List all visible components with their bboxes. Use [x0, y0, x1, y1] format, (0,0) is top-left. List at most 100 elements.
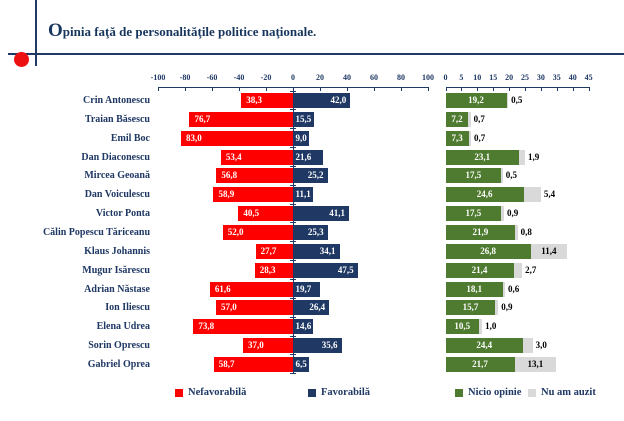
value-label-nefavorabila: 53,4	[225, 151, 242, 162]
category-axis-tick	[290, 297, 296, 299]
bar-nu-am-auzit	[501, 168, 503, 184]
bar-favorabila: 25,3	[293, 224, 328, 240]
left-x-axis-tick-label: 60	[370, 73, 378, 82]
value-label-nefavorabila: 57,0	[221, 302, 237, 313]
value-label-nicio-opinie: 24,6	[476, 189, 493, 200]
value-label-nu-am-auzit: 0,5	[511, 95, 523, 105]
bar-nefavorabila: 61,6	[209, 281, 293, 297]
left-x-axis-tick	[347, 87, 348, 91]
bar-favorabila: 15,5	[293, 111, 315, 127]
bar-favorabila: 6,5	[293, 356, 309, 372]
zero-axis-line	[292, 87, 294, 374]
category-axis-tick	[290, 165, 296, 167]
value-label-favorabila: 35,6	[321, 340, 338, 351]
value-label-favorabila: 26,4	[309, 302, 326, 313]
value-label-nefavorabila: 52,0	[227, 226, 244, 237]
value-label-nefavorabila: 40,5	[243, 208, 260, 219]
page-title-text: pinia faţă de personalităţile politice n…	[62, 24, 317, 39]
value-label-favorabila: 41,1	[329, 208, 345, 219]
right-x-axis-tick-label: 0	[443, 73, 448, 82]
value-label-favorabila: 25,3	[307, 226, 324, 237]
value-label-nefavorabila: 83,0	[185, 132, 202, 143]
value-label-favorabila: 11,1	[293, 187, 313, 203]
value-label-nicio-opinie: 21,7	[472, 358, 488, 369]
value-label-nicio-opinie: 10,5	[454, 321, 471, 332]
bar-favorabila: 19,7	[293, 281, 321, 297]
bar-nu-am-auzit	[514, 356, 557, 372]
category-label: Crin Antonescu	[83, 95, 150, 106]
bar-favorabila: 35,6	[293, 338, 342, 354]
bar-nu-am-auzit	[506, 93, 509, 108]
bar-nicio-opinie: 21,7	[445, 356, 515, 372]
category-axis-tick	[290, 203, 296, 205]
right-x-axis-tick-label: 35	[552, 73, 561, 82]
right-x-axis-tick-label: 20	[505, 73, 514, 82]
legend-item-nicio-opinie: Nicio opinie	[455, 387, 521, 398]
category-label: Traian Băsescu	[84, 113, 150, 125]
value-label-nicio-opinie: 26,8	[480, 245, 496, 256]
value-label-favorabila: 42,0	[330, 95, 347, 105]
category-axis-tick	[290, 128, 296, 130]
left-x-axis-tick	[320, 87, 321, 91]
legend-swatch-favorabila	[308, 388, 316, 397]
left-x-axis-tick	[428, 87, 429, 91]
left-x-axis-tick	[158, 87, 159, 91]
bar-nicio-opinie: 24,4	[445, 338, 524, 354]
left-x-axis-tick	[239, 87, 240, 91]
right-x-axis-tick	[556, 87, 558, 91]
legend-label-nefavorabila: Nefavorabilă	[188, 387, 247, 398]
right-x-axis-tick-label: 15	[489, 73, 498, 82]
legend-swatch-nicio-opinie	[455, 388, 463, 397]
left-x-axis-tick	[185, 87, 186, 91]
bar-nefavorabila: 27,7	[255, 243, 293, 259]
bar-favorabila: 9,0	[293, 130, 309, 146]
bar-nicio-opinie: 10,5	[445, 319, 479, 335]
red-bullet-dot	[14, 52, 29, 67]
bar-favorabila: 25,2	[293, 168, 328, 184]
category-axis-tick	[290, 335, 296, 337]
bar-nicio-opinie: 17,5	[445, 168, 502, 184]
value-label-nefavorabila: 76,7	[194, 113, 211, 124]
bar-nicio-opinie: 26,8	[445, 243, 531, 259]
value-label-favorabila: 25,2	[307, 170, 324, 181]
left-x-axis-tick	[401, 87, 402, 91]
right-x-axis-tick-label: 10	[473, 73, 482, 82]
right-x-axis-tick	[588, 87, 590, 91]
category-axis-tick	[290, 373, 296, 375]
bar-nefavorabila: 58,9	[213, 187, 293, 203]
bar-nicio-opinie: 18,1	[445, 281, 504, 297]
page-title-initial: O	[48, 20, 63, 41]
left-x-axis-tick-label: -80	[179, 73, 191, 82]
value-label-nu-am-auzit: 5,4	[543, 189, 556, 200]
value-label-nicio-opinie: 23,1	[474, 151, 491, 162]
value-label-nu-am-auzit: 0,9	[501, 302, 513, 313]
header-vertical-rule	[35, 0, 37, 66]
value-label-nicio-opinie: 18,1	[466, 283, 483, 294]
value-label-nicio-opinie: 17,5	[465, 170, 482, 181]
legend-label-nu-am-auzit: Nu am auzit	[541, 387, 596, 398]
value-label-nu-am-auzit: 1,0	[485, 321, 497, 332]
value-label-nefavorabila: 37,0	[248, 340, 264, 351]
bar-nicio-opinie: 17,5	[445, 206, 502, 222]
value-label-nicio-opinie: 15,7	[462, 302, 479, 313]
value-label-nefavorabila: 58,7	[218, 358, 235, 369]
legend-item-favorabila: Favorabilă	[308, 387, 370, 398]
value-label-nicio-opinie: 17,5	[465, 208, 482, 219]
value-label-nu-am-auzit: 0,7	[473, 113, 485, 124]
bar-nu-am-auzit	[523, 338, 533, 354]
bar-nefavorabila: 83,0	[180, 130, 293, 146]
value-label-favorabila: 9,0	[293, 130, 309, 146]
category-label: Dan Diaconescu	[81, 151, 150, 163]
category-axis-tick	[290, 316, 296, 318]
right-x-axis-tick	[461, 87, 463, 91]
bar-favorabila: 34,1	[293, 243, 340, 259]
bar-nicio-opinie: 21,9	[445, 224, 516, 240]
bar-nefavorabila: 40,5	[238, 206, 293, 222]
category-axis-tick	[290, 109, 296, 111]
right-x-axis-tick	[509, 87, 511, 91]
category-label: Mircea Geoană	[84, 170, 150, 182]
page-title: Opinia faţă de personalităţile politice …	[48, 20, 316, 42]
right-x-axis-tick	[445, 87, 447, 91]
bar-nu-am-auzit	[523, 187, 541, 203]
